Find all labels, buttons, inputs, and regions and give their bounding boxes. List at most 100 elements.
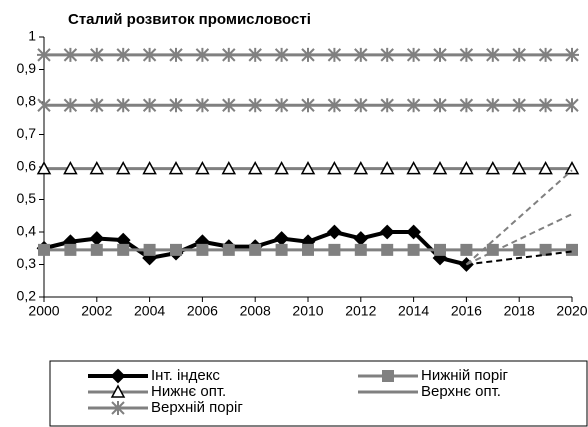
marker xyxy=(513,243,526,256)
marker xyxy=(221,161,237,175)
marker xyxy=(538,47,553,62)
marker xyxy=(116,47,131,62)
marker xyxy=(327,98,342,113)
x-tick-label: 2000 xyxy=(28,303,59,319)
y-tick-label: 0,2 xyxy=(17,288,37,304)
marker xyxy=(115,161,131,175)
marker xyxy=(274,161,289,175)
marker xyxy=(142,47,157,62)
y-tick-label: 0,3 xyxy=(17,255,37,271)
marker xyxy=(564,161,580,175)
y-tick-label: 0,7 xyxy=(17,125,37,141)
marker xyxy=(382,370,394,382)
marker xyxy=(248,98,262,113)
marker xyxy=(459,47,474,62)
legend-label: Інт. індекс xyxy=(151,367,220,384)
y-tick-label: 0,9 xyxy=(17,60,37,76)
marker xyxy=(380,98,394,113)
marker xyxy=(168,161,184,175)
marker xyxy=(328,243,341,256)
x-tick-label: 2010 xyxy=(292,303,323,319)
marker xyxy=(486,243,499,256)
y-tick-label: 0,5 xyxy=(17,190,37,206)
legend-label: Нижній поріг xyxy=(421,367,509,384)
marker xyxy=(195,161,210,175)
x-tick-label: 2018 xyxy=(504,303,535,319)
marker xyxy=(512,47,527,62)
marker xyxy=(407,243,420,256)
marker xyxy=(379,224,395,240)
marker xyxy=(111,401,125,415)
marker xyxy=(565,47,579,62)
marker xyxy=(275,243,288,256)
marker xyxy=(460,243,473,256)
marker xyxy=(381,243,394,256)
marker xyxy=(222,98,236,113)
marker xyxy=(380,47,395,62)
marker xyxy=(406,161,421,175)
marker xyxy=(37,98,51,113)
marker xyxy=(538,98,553,113)
marker xyxy=(110,384,126,398)
marker xyxy=(196,243,209,256)
trend-line xyxy=(465,169,573,266)
marker xyxy=(326,224,342,240)
marker xyxy=(566,243,578,256)
marker xyxy=(434,243,446,256)
trend-line xyxy=(466,250,573,266)
marker xyxy=(116,98,130,113)
y-tick-label: 0,8 xyxy=(17,93,37,109)
marker xyxy=(247,161,263,175)
marker xyxy=(90,243,103,256)
marker xyxy=(89,161,105,175)
marker xyxy=(169,98,183,113)
marker xyxy=(538,161,553,175)
marker xyxy=(353,231,369,246)
marker xyxy=(353,161,369,175)
marker xyxy=(353,47,368,62)
marker xyxy=(37,47,51,62)
marker xyxy=(406,47,421,62)
marker xyxy=(459,161,474,175)
marker xyxy=(406,224,422,240)
legend-box xyxy=(49,360,588,427)
marker xyxy=(486,98,500,113)
x-tick-label: 2002 xyxy=(81,303,112,319)
marker xyxy=(117,243,130,256)
legend-label: Нижнє опт. xyxy=(151,383,226,400)
marker xyxy=(485,161,501,175)
marker xyxy=(511,161,527,175)
marker xyxy=(432,161,448,175)
marker xyxy=(274,47,289,62)
marker xyxy=(459,98,474,113)
x-tick-label: 2004 xyxy=(134,303,165,319)
marker xyxy=(63,47,78,62)
marker xyxy=(248,47,263,62)
marker xyxy=(64,243,77,256)
marker xyxy=(169,47,183,62)
marker xyxy=(485,47,500,62)
legend-label: Верхній поріг xyxy=(151,399,243,416)
marker xyxy=(302,243,314,256)
marker xyxy=(274,98,289,113)
marker xyxy=(89,47,104,62)
marker xyxy=(195,98,210,113)
marker xyxy=(89,231,105,246)
marker xyxy=(327,47,342,62)
x-tick-label: 2016 xyxy=(451,303,482,319)
marker xyxy=(433,98,447,113)
marker xyxy=(63,98,78,113)
marker xyxy=(143,243,156,256)
marker xyxy=(354,98,368,113)
chart-title: Сталий розвиток промисловості xyxy=(68,11,311,28)
x-tick-label: 2012 xyxy=(345,303,376,319)
marker xyxy=(301,98,315,113)
marker xyxy=(142,161,157,175)
marker xyxy=(301,47,315,62)
marker xyxy=(195,47,210,62)
marker xyxy=(512,98,526,113)
x-tick-label: 2006 xyxy=(187,303,218,319)
x-tick-label: 2008 xyxy=(240,303,271,319)
marker xyxy=(221,47,236,62)
